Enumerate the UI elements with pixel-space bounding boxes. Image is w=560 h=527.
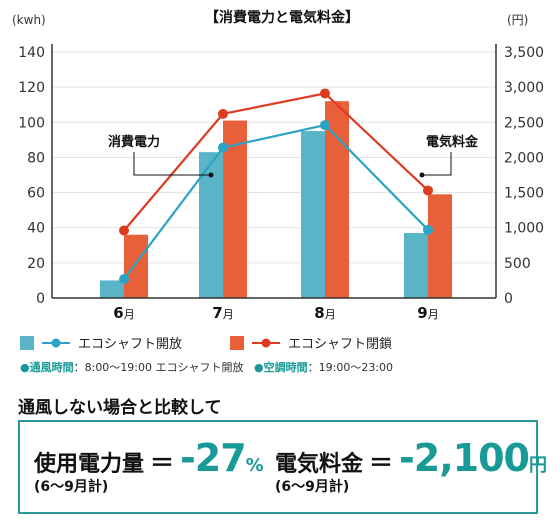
right-tick-label: 2,000 [504, 150, 544, 166]
legend-label: エコシャフト開放 [78, 337, 182, 352]
cost-unit: 円 [528, 455, 547, 476]
cost-point [320, 120, 330, 131]
bar-open [100, 280, 124, 298]
cost-point [119, 274, 129, 285]
equals-sign: ＝ [150, 449, 175, 477]
bar-closed [124, 234, 148, 298]
category-label: 6月 [113, 304, 134, 322]
annotation-cost: 電気料金 [426, 134, 479, 150]
ventilation-time-label: 通風時間 [29, 361, 74, 374]
comparison-heading: 通風しない場合と比較して [18, 398, 222, 418]
chart-annotations: 消費電力 電気料金 [108, 134, 479, 178]
summary-box: 使用電力量＝ -27% (6〜9月計) 電気料金＝ -2,100円 (6〜9月計) [18, 420, 547, 514]
left-tick-label: 20 [27, 256, 45, 272]
chart-lines [119, 88, 433, 285]
chart-legend: エコシャフト開放 エコシャフト閉鎖 [20, 336, 392, 352]
annotation-leader [422, 152, 452, 176]
cost-period: (6〜9月計) [275, 479, 350, 495]
aircon-time-text: ：19:00〜23:00 [307, 361, 394, 374]
chart-ticks: 0 20 40 60 80 100 120 140 0 500 1,000 1,500 2,000 2,5… [18, 45, 544, 322]
chart-title: 【消費電力と電気料金】 [205, 9, 359, 26]
left-tick-label: 80 [27, 150, 45, 166]
bar-open [301, 131, 325, 298]
equals-sign: ＝ [369, 449, 394, 477]
cost-point [423, 224, 433, 235]
chart-axes [51, 44, 497, 299]
legend-bar-swatch [20, 336, 34, 350]
cost-point [218, 108, 228, 119]
left-tick-label: 140 [18, 45, 45, 61]
annotation-power: 消費電力 [108, 134, 160, 150]
cost-point [218, 142, 228, 153]
power-summary: 使用電力量＝ -27% (6〜9月計) [34, 436, 264, 496]
power-value: -27 [180, 436, 247, 480]
ventilation-time-text: ：8:00〜19:00 エコシャフト開放 [73, 361, 244, 374]
annotation-leader [133, 152, 211, 176]
cost-point [423, 185, 433, 196]
bar-closed [428, 194, 452, 298]
time-info: ●通風時間：8:00〜19:00 エコシャフト開放 ●空調時間：19:00〜23… [20, 359, 393, 375]
right-tick-label: 0 [504, 291, 513, 307]
power-period: (6〜9月計) [34, 479, 109, 495]
cost-line-closed [123, 92, 429, 232]
cost-point [119, 225, 129, 236]
info-dot-icon: ● [254, 361, 264, 374]
chart: 0 20 40 60 80 100 120 140 0 500 1,000 1,500 2,000 2,5… [12, 9, 544, 352]
legend-point-swatch [51, 338, 61, 348]
aircon-time-label: 空調時間 [263, 361, 308, 374]
cost-value: -2,100 [399, 436, 530, 480]
category-label: 7月 [212, 304, 233, 322]
right-tick-label: 1,500 [504, 186, 544, 202]
legend-point-swatch [261, 338, 271, 348]
annotation-dot [419, 172, 425, 178]
left-tick-label: 120 [18, 80, 45, 96]
left-axis-unit: (kwh) [12, 13, 46, 27]
left-tick-label: 40 [27, 221, 45, 237]
legend-label: エコシャフト閉鎖 [288, 336, 392, 352]
info-dot-icon: ● [20, 361, 30, 374]
cost-point [320, 88, 330, 99]
left-tick-label: 60 [27, 186, 45, 202]
right-tick-label: 3,000 [504, 80, 544, 96]
power-label: 使用電力量 [34, 452, 145, 477]
bar-open [404, 232, 428, 298]
legend-bar-swatch [230, 336, 244, 350]
category-label: 9月 [417, 304, 438, 322]
cost-label: 電気料金 [275, 452, 364, 477]
annotation-dot [208, 172, 214, 178]
bar-closed [325, 101, 349, 298]
right-tick-label: 3,500 [504, 45, 544, 61]
category-label: 8月 [314, 304, 335, 322]
power-unit: % [245, 455, 264, 476]
cost-summary: 電気料金＝ -2,100円 (6〜9月計) [275, 436, 547, 496]
right-tick-label: 1,000 [504, 221, 544, 237]
right-tick-label: 500 [504, 256, 531, 272]
right-tick-label: 2,500 [504, 115, 544, 131]
left-tick-label: 100 [18, 115, 45, 131]
cost-line-open [123, 123, 429, 280]
left-tick-label: 0 [36, 291, 45, 307]
right-axis-unit: (円) [507, 13, 528, 27]
